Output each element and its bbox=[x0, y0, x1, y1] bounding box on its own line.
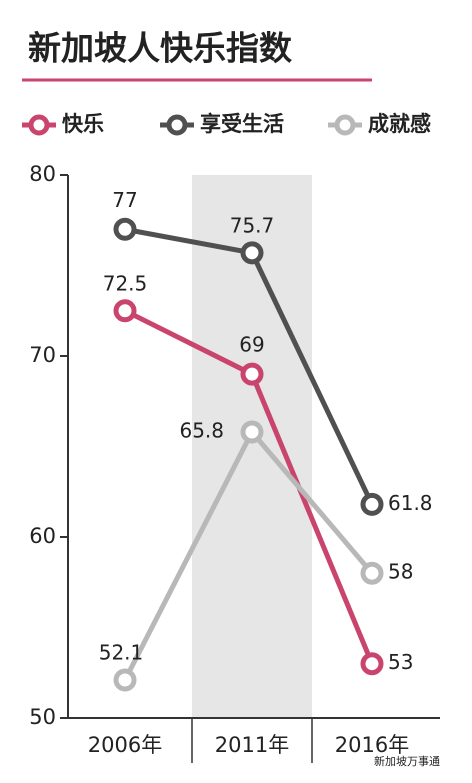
chart-title: 新加坡人快乐指数 bbox=[28, 29, 293, 68]
highlight-band bbox=[192, 175, 312, 718]
x-tick-label: 2011年 bbox=[215, 733, 289, 757]
watermark: 新加坡万事通 bbox=[374, 754, 440, 768]
data-label: 72.5 bbox=[103, 271, 148, 295]
point bbox=[113, 217, 137, 241]
y-tick-label: 50 bbox=[29, 705, 56, 729]
point bbox=[360, 652, 384, 676]
data-label: 61.8 bbox=[388, 491, 433, 515]
legend-marker bbox=[334, 114, 356, 136]
y-tick-label: 70 bbox=[29, 343, 56, 367]
x-tick-label: 2006年 bbox=[88, 733, 162, 757]
data-label: 53 bbox=[388, 650, 413, 674]
point bbox=[113, 299, 137, 323]
x-tick-label: 2016年 bbox=[335, 733, 409, 757]
point bbox=[240, 362, 264, 386]
data-label: 77 bbox=[112, 188, 137, 212]
data-label: 65.8 bbox=[179, 419, 224, 443]
legend-marker bbox=[28, 114, 50, 136]
data-label: 58 bbox=[388, 560, 413, 584]
point bbox=[360, 561, 384, 585]
y-tick-label: 80 bbox=[29, 162, 56, 186]
point bbox=[360, 492, 384, 516]
point bbox=[113, 668, 137, 692]
data-label: 75.7 bbox=[230, 213, 275, 237]
legend-label: 成就感 bbox=[368, 112, 431, 136]
point bbox=[240, 420, 264, 444]
data-label: 52.1 bbox=[99, 640, 144, 664]
y-tick-label: 60 bbox=[29, 524, 56, 548]
legend-marker bbox=[166, 114, 188, 136]
legend-label: 享受生活 bbox=[200, 112, 284, 136]
legend-label: 快乐 bbox=[62, 112, 104, 136]
point bbox=[240, 241, 264, 265]
data-label: 69 bbox=[239, 333, 264, 357]
